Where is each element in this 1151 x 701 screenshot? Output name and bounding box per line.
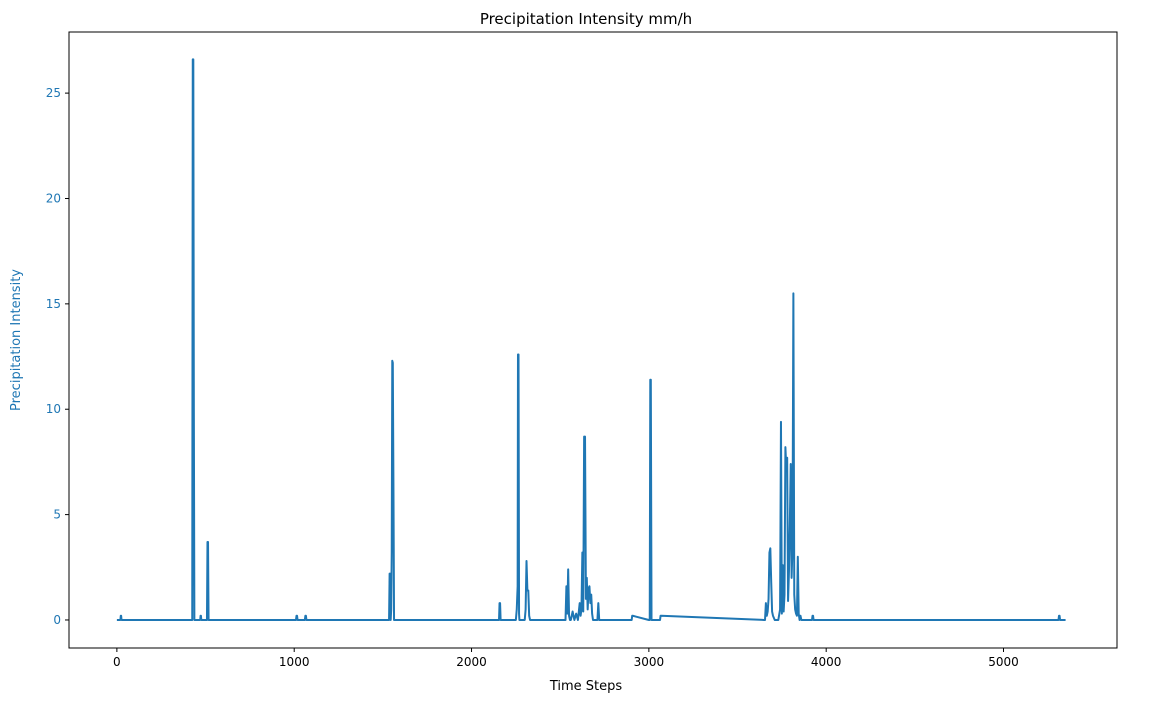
x-tick-label: 3000 (634, 655, 665, 669)
y-tick-label: 15 (46, 297, 61, 311)
y-tick-label: 5 (53, 508, 61, 522)
y-tick-label: 0 (53, 613, 61, 627)
x-axis-label: Time Steps (549, 679, 623, 694)
x-tick-label: 2000 (456, 655, 487, 669)
y-tick-label: 20 (46, 191, 61, 205)
plot-series (116, 58, 1066, 621)
chart-title: Precipitation Intensity mm/h (480, 10, 692, 28)
series-line (116, 58, 1066, 621)
y-tick-label: 25 (46, 86, 61, 100)
y-axis: 0 5 10 15 20 25 (46, 86, 69, 627)
x-axis: 0 1000 2000 3000 4000 5000 (113, 648, 1019, 669)
y-tick-label: 10 (46, 402, 61, 416)
plot-area-frame (68, 31, 1118, 649)
x-tick-label: 5000 (988, 655, 1019, 669)
x-tick-label: 1000 (279, 655, 310, 669)
y-axis-label: Precipitation Intensity (9, 269, 24, 411)
x-tick-label: 0 (113, 655, 121, 669)
x-tick-label: 4000 (811, 655, 842, 669)
